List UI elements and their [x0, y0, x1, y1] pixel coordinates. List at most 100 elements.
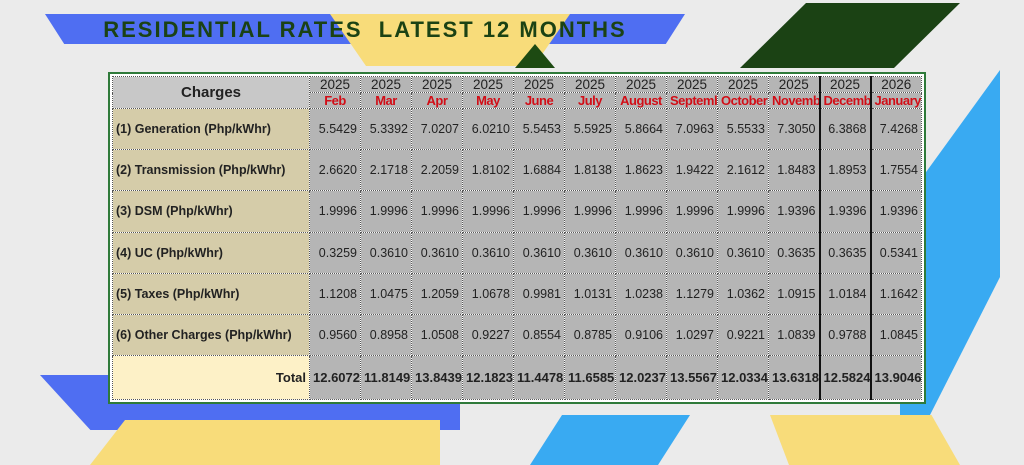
total-value: 13.6318 [768, 355, 820, 400]
year-header: 2025 [513, 76, 565, 93]
charge-label: (6) Other Charges (Php/kWhr) [112, 313, 310, 357]
rate-value: 1.9996 [666, 190, 718, 233]
year-header: 2025 [768, 76, 820, 93]
rate-value: 5.5925 [564, 107, 616, 151]
rate-value: 2.2059 [411, 149, 463, 192]
rate-value: 1.1279 [666, 272, 718, 315]
charge-label: (2) Transmission (Php/kWhr) [112, 149, 310, 192]
year-header: 2026 [869, 76, 922, 93]
rate-value: 1.0362 [717, 272, 769, 315]
rate-value: 5.5453 [513, 107, 565, 151]
rate-value: 1.8623 [615, 149, 667, 192]
rate-value: 1.9996 [360, 190, 412, 233]
year-header: 2025 [666, 76, 718, 93]
rate-value: 7.0963 [666, 107, 718, 151]
year-header: 2025 [818, 76, 871, 93]
rate-value: 1.9396 [869, 190, 922, 233]
rates-table-container: Charges 2025 2025 2025 2025 2025 2025 2025 2025… [108, 72, 926, 404]
rate-value: 6.3868 [818, 107, 871, 151]
rate-value: 1.8102 [462, 149, 514, 192]
rate-value: 0.9788 [818, 313, 871, 357]
total-value: 13.8439 [411, 355, 463, 400]
rate-value: 1.8953 [818, 149, 871, 192]
rate-value: 0.3610 [411, 231, 463, 274]
rate-value: 1.0508 [411, 313, 463, 357]
total-value: 13.9046 [869, 355, 922, 400]
rate-value: 7.4268 [869, 107, 922, 151]
month-header: May [462, 92, 514, 109]
rate-value: 7.3050 [768, 107, 820, 151]
rate-value: 0.9221 [717, 313, 769, 357]
rate-value: 1.9996 [309, 190, 361, 233]
rate-value: 1.9996 [615, 190, 667, 233]
rate-value: 1.0238 [615, 272, 667, 315]
year-header: 2025 [564, 76, 616, 93]
year-header: 2025 [411, 76, 463, 93]
rate-value: 1.9396 [818, 190, 871, 233]
rate-value: 0.3635 [768, 231, 820, 274]
total-row: Total 12.6072 11.8149 13.8439 12.1823 11.4478… [112, 355, 922, 400]
rate-value: 1.9996 [513, 190, 565, 233]
rate-value: 2.6620 [309, 149, 361, 192]
rate-value: 1.6884 [513, 149, 565, 192]
rate-value: 1.0915 [768, 272, 820, 315]
month-header: Apr [411, 92, 463, 109]
rate-value: 1.8483 [768, 149, 820, 192]
rate-value: 5.3392 [360, 107, 412, 151]
rate-value: 5.8664 [615, 107, 667, 151]
month-header: August [615, 92, 667, 109]
rate-value: 1.0475 [360, 272, 412, 315]
yellow-decor-shape-bottom [90, 420, 440, 465]
rate-value: 0.3610 [513, 231, 565, 274]
rates-table: Charges 2025 2025 2025 2025 2025 2025 2025 2025… [112, 76, 922, 400]
rate-value: 1.2059 [411, 272, 463, 315]
rate-value: 1.1208 [309, 272, 361, 315]
rate-value: 1.9996 [411, 190, 463, 233]
green-decor-shape [740, 3, 960, 68]
rate-value: 1.0845 [869, 313, 922, 357]
rate-value: 1.9396 [768, 190, 820, 233]
total-value: 12.5824 [818, 355, 871, 400]
page-title: RESIDENTIAL RATES LATEST 12 MONTHS [103, 17, 627, 42]
month-header: June [513, 92, 565, 109]
month-header: Mar [360, 92, 412, 109]
charge-label: (4) UC (Php/kWhr) [112, 231, 310, 274]
table-row: (4) UC (Php/kWhr) 0.3259 0.3610 0.3610 0.361… [112, 231, 922, 274]
rate-value: 1.8138 [564, 149, 616, 192]
rate-value: 0.8554 [513, 313, 565, 357]
rate-value: 1.7554 [869, 149, 922, 192]
rate-value: 0.8785 [564, 313, 616, 357]
total-value: 12.0237 [615, 355, 667, 400]
rate-value: 1.0297 [666, 313, 718, 357]
rate-value: 1.0131 [564, 272, 616, 315]
rate-value: 5.5429 [309, 107, 361, 151]
total-value: 12.6072 [309, 355, 361, 400]
month-header: Feb [309, 92, 361, 109]
rate-value: 1.9996 [462, 190, 514, 233]
rate-value: 1.9996 [564, 190, 616, 233]
charges-header: Charges [112, 76, 310, 109]
rate-value: 0.8958 [360, 313, 412, 357]
table-row: (3) DSM (Php/kWhr) 1.9996 1.9996 1.9996 1.99… [112, 190, 922, 233]
year-header: 2025 [462, 76, 514, 93]
rate-value: 1.0184 [818, 272, 871, 315]
month-header: September [666, 92, 718, 109]
total-value: 13.5567 [666, 355, 718, 400]
rate-value: 0.3610 [462, 231, 514, 274]
lightblue-decor-shape-bottom [530, 415, 690, 465]
table-row: (1) Generation (Php/kWhr) 5.5429 5.3392 7.0… [112, 107, 922, 151]
rate-value: 0.3610 [360, 231, 412, 274]
rate-value: 2.1612 [717, 149, 769, 192]
charge-label: (5) Taxes (Php/kWhr) [112, 272, 310, 315]
month-header: January [869, 92, 922, 109]
rate-value: 0.3259 [309, 231, 361, 274]
total-value: 12.0334 [717, 355, 769, 400]
total-label: Total [112, 355, 310, 400]
rate-value: 0.9560 [309, 313, 361, 357]
rate-value: 1.9422 [666, 149, 718, 192]
rate-value: 0.3610 [666, 231, 718, 274]
table-row: (2) Transmission (Php/kWhr) 2.6620 2.1718 2… [112, 149, 922, 192]
rate-value: 5.5533 [717, 107, 769, 151]
rate-value: 1.1642 [869, 272, 922, 315]
rate-value: 0.9981 [513, 272, 565, 315]
